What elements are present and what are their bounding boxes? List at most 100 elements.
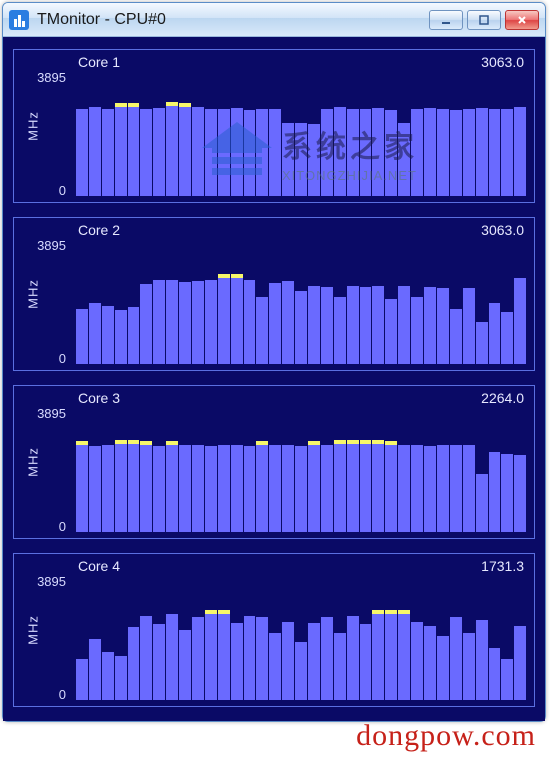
y-max-label: 3895 [37,70,66,85]
bar [89,107,101,196]
close-button[interactable] [505,10,539,30]
bar [385,110,397,196]
bar [128,444,140,532]
y-unit-label: MHz [25,615,40,645]
window-title: TMonitor - CPU#0 [37,11,429,29]
y-axis: 3895MHz0 [14,386,72,538]
bar [102,445,114,532]
bar [463,633,475,700]
bar [205,280,217,364]
bar [514,626,526,700]
bar [424,446,436,532]
bar [205,109,217,196]
bar [514,278,526,364]
bar [244,616,256,700]
watermark-url: dongpow.com [356,719,536,753]
y-unit-label: MHz [25,447,40,477]
core-name: Core 1 [78,54,120,70]
bar [347,109,359,196]
bar [205,614,217,700]
bar [128,627,140,700]
bar [76,309,88,364]
bar [269,109,281,196]
bar [269,633,281,700]
bar [398,614,410,700]
bar [76,445,88,532]
plot-area: Core 41731.3 [72,554,534,706]
bar [282,123,294,196]
y-max-label: 3895 [37,406,66,421]
bar [218,445,230,532]
bar [295,123,307,196]
bar [360,287,372,364]
chart-core-2: 3895MHz0Core 23063.0 [13,217,535,371]
bar [372,614,384,700]
y-axis: 3895MHz0 [14,50,72,202]
core-value: 2264.0 [481,390,524,406]
bar [244,280,256,364]
bar [179,445,191,532]
bar [89,303,101,364]
bar [424,626,436,700]
bar [450,445,462,532]
bar [463,109,475,196]
bar [231,445,243,532]
chart-core-4: 3895MHz0Core 41731.3 [13,553,535,707]
bar [489,452,501,532]
titlebar[interactable]: TMonitor - CPU#0 [3,3,545,37]
bar [360,624,372,700]
core-name: Core 2 [78,222,120,238]
bars-container [76,74,526,196]
bar [140,284,152,364]
plot-area: Core 3 2264.0 [72,386,534,538]
bar [501,454,513,532]
bar [140,445,152,532]
bar [347,616,359,700]
bar [489,109,501,196]
bar [76,109,88,196]
bars-container [76,242,526,364]
bar [334,444,346,532]
bars-container [76,578,526,700]
bar [140,616,152,700]
core-name: Core 3 [78,390,120,406]
bar [514,455,526,532]
bar [102,652,114,700]
core-name: Core 4 [78,558,120,574]
bar [115,107,127,196]
bar [321,287,333,364]
core-value: 3063.0 [481,222,524,238]
bar [115,310,127,364]
bar [76,659,88,700]
y-unit-label: MHz [25,279,40,309]
y-min-label: 0 [59,351,66,366]
bar [295,642,307,700]
app-icon [9,10,29,30]
bar [411,622,423,700]
minimize-button[interactable] [429,10,463,30]
bar [192,617,204,700]
bar [295,446,307,532]
bar [463,445,475,532]
bar [244,446,256,532]
bar [321,445,333,532]
bar [179,630,191,700]
bar [514,107,526,196]
y-min-label: 0 [59,687,66,702]
bar [476,322,488,364]
client-area: 3895MHz0Core 13063.0系统之家XITONGZHIJIA.NET… [3,37,545,721]
bar [476,108,488,196]
bar [308,124,320,196]
maximize-button[interactable] [467,10,501,30]
app-window: TMonitor - CPU#0 3895MHz0Core 13063.0系统之… [2,2,546,722]
bar [218,278,230,364]
bar [115,656,127,700]
bar [321,109,333,196]
bar [360,109,372,196]
bar [489,303,501,364]
bar [179,107,191,196]
bar [282,622,294,700]
bar [450,110,462,196]
bar [308,286,320,364]
bar [398,123,410,196]
